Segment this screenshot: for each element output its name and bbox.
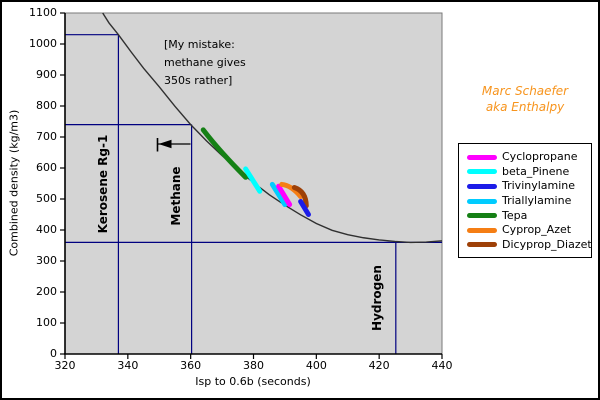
series-Tepa xyxy=(200,127,249,180)
tradeoff-curve xyxy=(102,12,443,244)
series-beta_Pinene xyxy=(243,166,263,194)
chart-layer xyxy=(60,12,443,359)
series-Cyclopropane xyxy=(276,183,293,208)
series-Triallylamine xyxy=(269,181,288,208)
series-Trivinylamine xyxy=(298,198,311,217)
series-Cyprop_Azet xyxy=(279,181,304,200)
series-Dicyprop_Diazet xyxy=(291,185,309,209)
methane-correction-arrow xyxy=(156,138,191,152)
arrow-head-left-icon xyxy=(158,139,172,149)
